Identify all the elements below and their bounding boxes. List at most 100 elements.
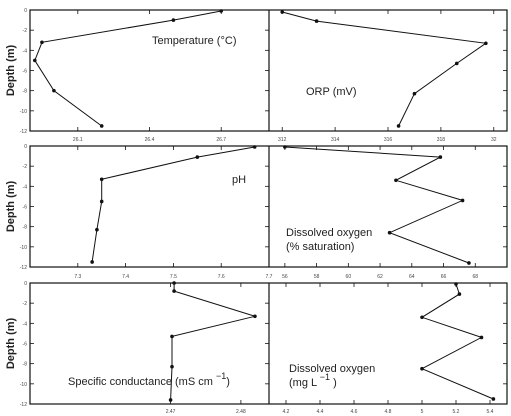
data-point	[170, 334, 174, 339]
y-tick-label: -6	[23, 69, 28, 75]
series-line	[284, 146, 470, 264]
data-point	[457, 292, 462, 296]
data-point	[454, 61, 459, 66]
y-tick-label: -4	[23, 321, 28, 327]
data-point	[99, 124, 104, 128]
data-point	[99, 199, 104, 204]
x-tick-label: 2.48	[236, 409, 246, 415]
data-point	[171, 18, 176, 22]
data-point	[396, 124, 401, 128]
labels: Depth (m) Depth (m) Depth (m) Temperature (…	[5, 35, 375, 389]
x-tick-label: 26.1	[73, 137, 83, 143]
y-tick-label: -12	[20, 402, 27, 408]
data-point	[32, 58, 37, 63]
data-point	[168, 398, 173, 402]
series-line	[34, 10, 222, 127]
x-tick-label: 7.3	[74, 274, 81, 280]
data-point	[170, 364, 174, 369]
data-point	[99, 177, 104, 182]
data-point	[252, 145, 257, 149]
x-tick-label: 5.4	[487, 409, 494, 415]
panel-label: Dissolved oxygen	[286, 227, 372, 239]
series-line	[91, 146, 255, 263]
y-tick-label: -8	[23, 225, 28, 231]
data-point	[479, 335, 484, 340]
y-axis-label: Depth (m)	[5, 318, 17, 370]
y-tick-label: 0	[24, 144, 27, 150]
panel-label: ORP (mV)	[306, 86, 357, 98]
x-tick-label: 4.6	[351, 409, 358, 415]
data-point	[195, 155, 200, 159]
y-tick-label: -4	[23, 48, 28, 54]
y-tick-label: -6	[23, 205, 28, 211]
series-line	[282, 11, 488, 127]
x-tick-label: 7.6	[218, 274, 225, 280]
x-tick-label: 62	[377, 274, 383, 280]
x-tick-label: 26.7	[216, 137, 226, 143]
x-tick-label: 4.2	[283, 409, 290, 415]
y-axis-label: Depth (m)	[5, 181, 17, 233]
x-tick-label: 64	[409, 274, 415, 280]
panel-label: Temperature (°C)	[152, 35, 236, 47]
data-point	[394, 178, 398, 183]
x-tick-label: 68	[472, 274, 478, 280]
x-tick-label: 32	[491, 137, 497, 143]
x-tick-label: 4.8	[385, 409, 392, 415]
data-point	[420, 366, 424, 371]
data-point	[460, 198, 465, 203]
data-point	[280, 10, 285, 14]
data-point	[172, 281, 176, 285]
x-tick-label: 7.5	[170, 274, 177, 280]
x-tick-label: 5.2	[453, 409, 460, 415]
data-point	[283, 145, 287, 149]
x-tick-label: 312	[278, 137, 287, 143]
panel-label: (mg L −1 )	[289, 372, 337, 389]
y-tick-label: -12	[20, 129, 27, 135]
x-tick-label: 26.4	[145, 137, 155, 143]
data-point	[412, 91, 417, 96]
x-tick-label: 7.4	[122, 274, 129, 280]
panel-label: Specific conductance (mS cm −1)	[68, 371, 230, 388]
y-tick-label: -10	[20, 109, 27, 115]
panel-label: (% saturation)	[286, 241, 354, 253]
data-point	[454, 282, 458, 286]
y-tick-label: -10	[20, 245, 27, 251]
series-line	[420, 283, 494, 400]
data-point	[467, 261, 471, 265]
data-point	[420, 315, 424, 320]
y-tick-label: 0	[24, 8, 27, 14]
x-tick-label: 7.7	[266, 274, 273, 280]
panel-frames	[29, 9, 508, 405]
panel-label: pH	[232, 174, 246, 186]
y-tick-label: -4	[23, 184, 28, 190]
x-tick-label: 314	[331, 137, 340, 143]
y-tick-label: -2	[23, 164, 28, 170]
data-point	[314, 19, 319, 23]
series-layer	[32, 9, 496, 402]
data-point	[52, 88, 56, 93]
data-point	[219, 9, 223, 13]
x-tick-label: 4.4	[317, 409, 324, 415]
y-tick-label: -12	[20, 265, 27, 271]
y-axis-label: Depth (m)	[5, 45, 17, 97]
y-tick-label: -8	[23, 89, 28, 95]
y-tick-label: -6	[23, 342, 28, 348]
data-point	[40, 40, 44, 45]
axes: 0 -2 -4 -6 -8 -10 -12 0 -2 -4 -6 -8 -10 -12 0 -2 -4 -6 -8 -…	[20, 8, 507, 415]
panel-label: Dissolved oxygen	[289, 363, 375, 375]
x-tick-label: 58	[314, 274, 320, 280]
x-tick-label: 56	[282, 274, 288, 280]
y-tick-label: -2	[23, 301, 28, 307]
x-tick-label: 2.47	[166, 409, 176, 415]
y-tick-label: -10	[20, 382, 27, 388]
y-tick-label: 0	[24, 281, 27, 287]
x-tick-label: 5	[421, 409, 424, 415]
data-point	[90, 260, 94, 264]
y-tick-label: -2	[23, 28, 28, 34]
data-point	[491, 397, 496, 401]
data-point	[95, 227, 99, 232]
x-tick-label: 316	[384, 137, 393, 143]
x-tick-label: 60	[346, 274, 352, 280]
x-tick-label: 66	[441, 274, 447, 280]
